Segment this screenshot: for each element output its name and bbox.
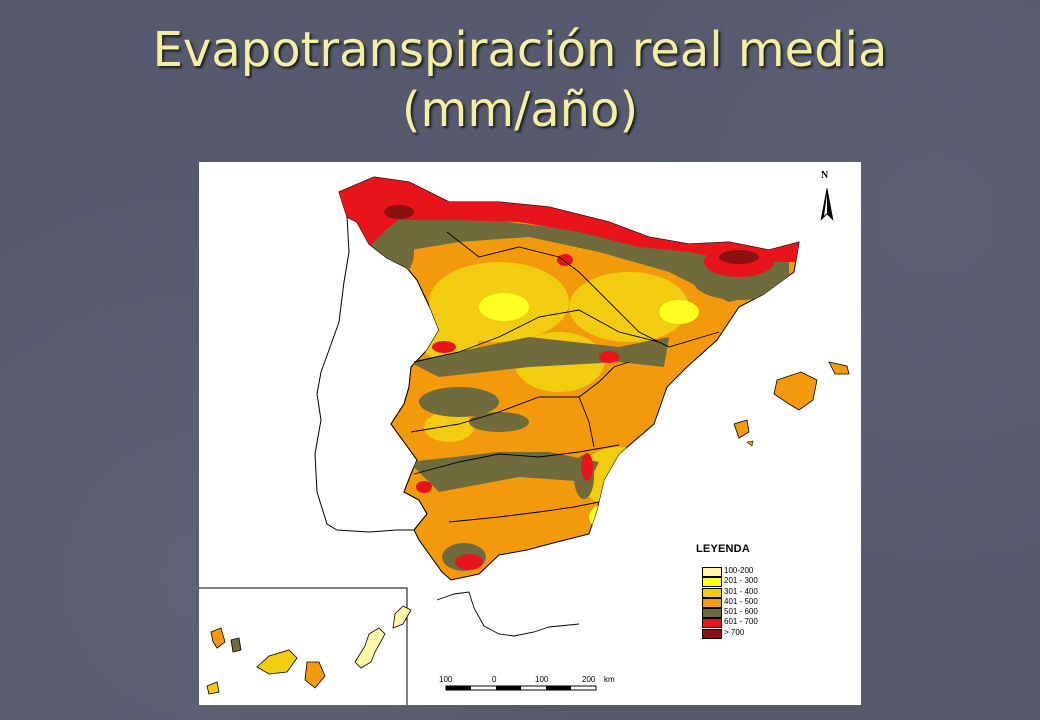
- africa-coast: [436, 591, 580, 637]
- scale-tick-label: 200: [582, 675, 596, 684]
- legend-label: 401 - 500: [724, 596, 758, 606]
- canary-inset-frame: [199, 587, 408, 705]
- scale-bar: [445, 685, 597, 691]
- menorca: [828, 361, 850, 375]
- legend-swatch: [702, 567, 722, 577]
- legend-label: 100-200: [724, 566, 754, 575]
- legend-swatch: [702, 608, 722, 619]
- map-svg: [199, 176, 850, 705]
- slide-title: Evapotranspiración real media (mm/año): [0, 20, 1040, 140]
- legend-swatch: [702, 597, 722, 608]
- title-line-2: (mm/año): [401, 82, 639, 138]
- legend-label: > 700: [724, 627, 745, 637]
- evapotranspiration-map: N LEYENDA 100-200 201 - 300 301 - 400 40…: [199, 162, 861, 705]
- formentera: [746, 440, 754, 447]
- mallorca: [773, 371, 818, 411]
- north-label: N: [821, 170, 829, 181]
- legend-title: LEYENDA: [696, 543, 750, 555]
- legend-swatch: [702, 577, 722, 588]
- basin-boundaries: [410, 231, 720, 523]
- legend-label: 201 - 300: [724, 576, 758, 586]
- legend-label: 301 - 400: [724, 586, 758, 596]
- legend-swatch: [702, 587, 722, 598]
- legend-swatch: [702, 618, 722, 629]
- legend-label: 501 - 600: [724, 607, 758, 617]
- legend-label: 601 - 700: [724, 617, 758, 627]
- title-line-1: Evapotranspiración real media: [152, 22, 888, 78]
- scale-tick-label: 0: [492, 675, 497, 684]
- legend-swatch: [702, 628, 722, 639]
- canary-islands: [206, 605, 412, 695]
- scale-unit-label: km: [604, 675, 615, 684]
- scale-tick-label: 100: [535, 675, 549, 684]
- scale-tick-label: 100: [439, 675, 453, 684]
- ibiza: [733, 419, 750, 439]
